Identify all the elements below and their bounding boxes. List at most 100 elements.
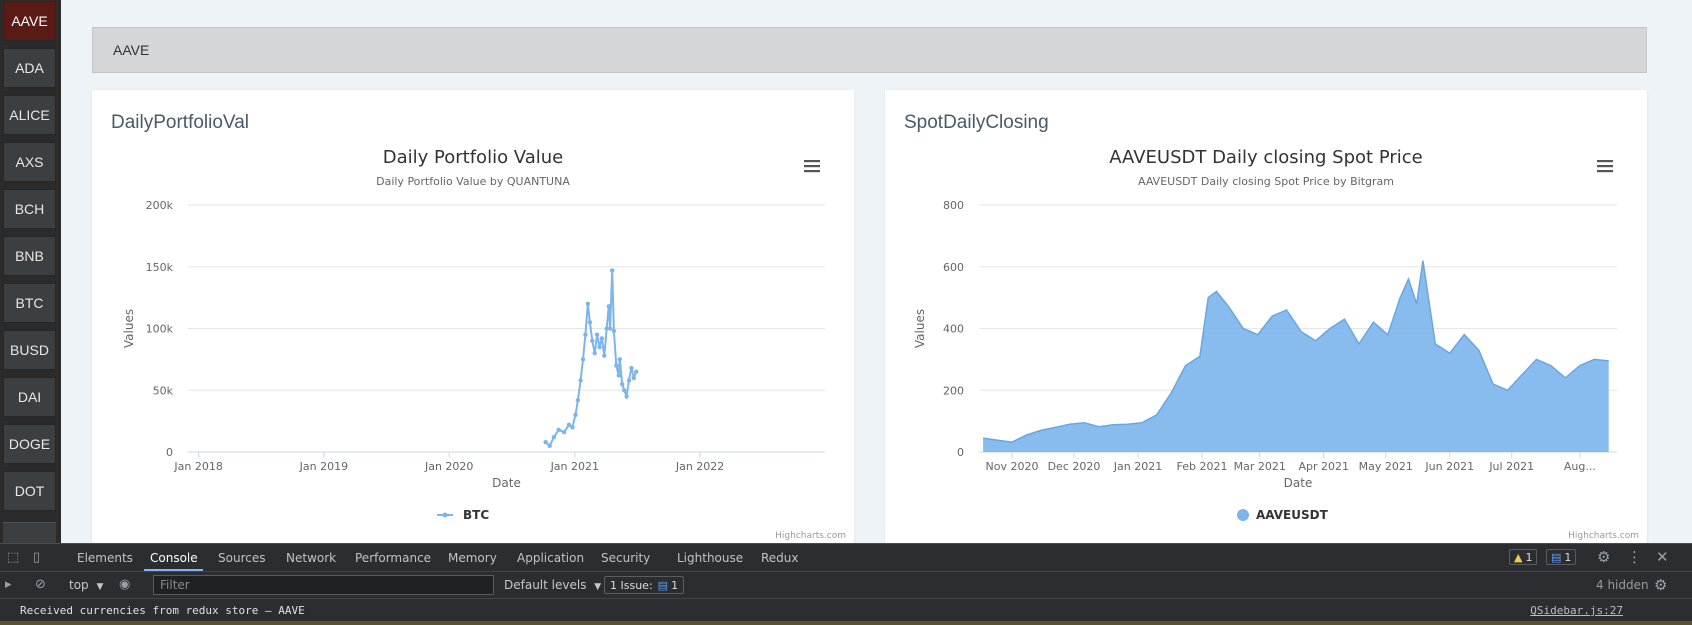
devtools-tab-console[interactable]: Console <box>150 551 198 565</box>
data-point <box>624 394 629 399</box>
sidebar-item-aave[interactable]: AAVE <box>3 1 56 41</box>
warning-icon: ▲ <box>1514 550 1523 564</box>
sidebar-item-partial[interactable] <box>3 522 56 543</box>
data-point <box>610 268 615 273</box>
sidebar-item-bch[interactable]: BCH <box>3 189 56 229</box>
data-point <box>622 388 627 393</box>
selected-symbol-bar: AAVE <box>92 27 1647 73</box>
sidebar-item-alice[interactable]: ALICE <box>3 95 56 135</box>
card-title: DailyPortfolioVal <box>111 112 249 133</box>
devtools-panel: ⬚ ▯ Elements Console Sources Network Perform… <box>0 543 1692 625</box>
devtools-tab-redux[interactable]: Redux <box>761 551 799 565</box>
data-point <box>590 338 595 344</box>
data-point <box>604 326 609 331</box>
daily-portfolio-card: DailyPortfolioVal Daily Portfolio Value D… <box>92 90 854 543</box>
y-tick-label: 400 <box>943 323 964 336</box>
x-tick-label: Feb 2021 <box>1177 460 1228 473</box>
devtools-tab-network[interactable]: Network <box>286 551 337 565</box>
chart-title: Daily Portfolio Value <box>383 147 563 168</box>
console-source-link[interactable]: QSidebar.js:27 <box>1530 604 1623 617</box>
sidebar-item-busd[interactable]: BUSD <box>3 330 56 370</box>
sidebar-item-label: BTC <box>15 295 44 311</box>
message-icon: ▤ <box>1551 550 1562 564</box>
data-point <box>566 422 572 428</box>
console-message: Received currencies from redux store — A… <box>20 604 305 617</box>
devtools-tab-application[interactable]: Application <box>517 551 585 565</box>
hamburger-menu-icon[interactable] <box>1597 160 1613 173</box>
data-point <box>592 351 597 356</box>
data-point <box>619 381 625 387</box>
console-settings-icon[interactable]: ⚙ <box>1654 576 1668 594</box>
data-point <box>597 344 602 350</box>
data-point <box>585 301 591 306</box>
log-levels-dropdown[interactable]: Default levels ▼ <box>504 578 602 592</box>
sidebar-item-axs[interactable]: AXS <box>3 142 56 182</box>
hamburger-menu-icon[interactable] <box>804 160 820 173</box>
data-point <box>634 369 639 374</box>
sidebar-item-btc[interactable]: BTC <box>3 283 56 323</box>
highcharts-credit: Highcharts.com <box>1568 531 1639 541</box>
settings-gear-icon[interactable]: ⚙ <box>1597 548 1611 566</box>
close-devtools-icon[interactable]: ✕ <box>1656 548 1669 566</box>
highcharts-credit: Highcharts.com <box>775 531 846 541</box>
sidebar-item-dot[interactable]: DOT <box>3 471 56 511</box>
data-point <box>556 427 561 432</box>
devtools-tab-bar: ⬚ ▯ Elements Console Sources Network Perform… <box>0 544 1692 572</box>
y-axis-label: Values <box>913 309 927 348</box>
chevron-down-icon: ▼ <box>594 582 602 592</box>
eye-icon[interactable]: ◉ <box>119 577 131 592</box>
more-options-icon[interactable]: ⋮ <box>1627 548 1642 566</box>
x-tick-label: Jan 2019 <box>299 460 348 473</box>
console-filter-input[interactable] <box>153 575 494 595</box>
devtools-tab-performance[interactable]: Performance <box>355 551 432 565</box>
data-point <box>580 357 586 362</box>
devtools-tab-memory[interactable]: Memory <box>448 551 497 565</box>
issues-button[interactable]: 1 Issue: ▤ 1 <box>604 576 685 594</box>
data-point <box>606 304 611 309</box>
devtools-tab-elements[interactable]: Elements <box>77 551 133 565</box>
sidebar-item-label: AAVE <box>11 13 48 29</box>
menu-icon-bar <box>804 165 820 168</box>
console-message-row: Received currencies from redux store — A… <box>0 599 1692 623</box>
chart-subtitle: AAVEUSDT Daily closing Spot Price by Bit… <box>1138 175 1394 188</box>
data-point <box>614 363 619 368</box>
sidebar-item-dai[interactable]: DAI <box>3 377 56 417</box>
sidebar-item-bnb[interactable]: BNB <box>3 236 56 276</box>
clear-console-icon[interactable]: ⊘ <box>35 577 46 592</box>
menu-icon-bar <box>804 170 820 173</box>
data-point <box>573 412 578 418</box>
data-point <box>616 373 621 378</box>
devtools-tab-security[interactable]: Security <box>601 551 651 565</box>
context-selector[interactable]: top ▼ <box>69 578 104 592</box>
y-tick-label: 0 <box>166 446 173 459</box>
warnings-badge[interactable]: ▲ 1 <box>1509 549 1538 565</box>
menu-icon-bar <box>804 160 820 163</box>
sidebar-item-doge[interactable]: DOGE <box>3 424 56 464</box>
sidebar-item-label: AXS <box>15 154 44 170</box>
devtools-tab-lighthouse[interactable]: Lighthouse <box>677 551 744 565</box>
x-tick-label: Dec 2020 <box>1048 460 1101 473</box>
devtools-tab-sources[interactable]: Sources <box>218 551 266 565</box>
x-axis-label: Date <box>1284 476 1313 490</box>
chart-subtitle: Daily Portfolio Value by QUANTUNA <box>376 175 570 188</box>
sidebar-toggle-icon[interactable]: ▸ <box>5 577 12 592</box>
x-axis-label: Date <box>492 476 521 490</box>
series-line <box>982 260 1609 443</box>
x-tick-label: Jan 2021 <box>1113 460 1162 473</box>
menu-icon-bar <box>1597 165 1613 168</box>
x-tick-label: Nov 2020 <box>986 460 1039 473</box>
messages-badge[interactable]: ▤ 1 <box>1546 549 1577 565</box>
x-tick-label: Jul 2021 <box>1488 460 1534 473</box>
x-tick-label: Aug... <box>1564 460 1596 473</box>
legend-item: AAVEUSDT <box>1256 508 1329 522</box>
y-tick-label: 200k <box>146 199 174 212</box>
y-axis-label: Values <box>122 309 136 348</box>
inspect-element-icon[interactable]: ⬚ <box>7 550 20 565</box>
data-point <box>629 365 634 371</box>
device-toolbar-icon[interactable]: ▯ <box>33 550 41 565</box>
sidebar-item-ada[interactable]: ADA <box>3 48 56 88</box>
sidebar-item-label: BCH <box>14 201 45 217</box>
data-point <box>626 378 632 383</box>
sidebar-item-label: ALICE <box>9 107 50 123</box>
data-point <box>575 397 581 403</box>
